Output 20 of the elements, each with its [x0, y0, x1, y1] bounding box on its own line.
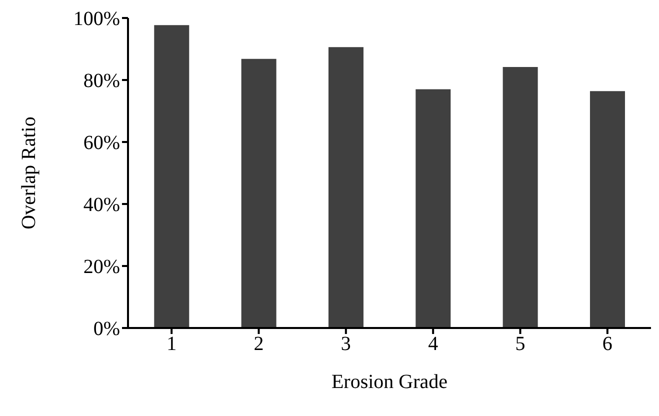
- x-axis-title: Erosion Grade: [331, 371, 448, 393]
- bar: [328, 47, 364, 328]
- bar: [502, 66, 538, 328]
- y-tick-label: 80%: [83, 70, 120, 92]
- bar: [154, 25, 190, 328]
- y-tick-label: 100%: [73, 8, 120, 30]
- y-tick-label: 40%: [83, 194, 120, 216]
- x-tick-label: 5: [515, 333, 526, 356]
- x-tick-label: 3: [340, 333, 351, 356]
- x-tick-label: 6: [602, 333, 612, 356]
- x-tick-label: 4: [428, 333, 438, 356]
- x-tick-label: 1: [166, 333, 177, 356]
- x-tick-label: 2: [254, 333, 264, 356]
- y-tick-label: 0%: [93, 318, 120, 340]
- bar: [416, 89, 451, 328]
- bar: [241, 58, 276, 328]
- y-tick-label: 60%: [83, 132, 120, 154]
- y-tick-label: 20%: [83, 256, 120, 278]
- y-axis-title: Overlap Ratio: [18, 116, 40, 230]
- bar: [590, 91, 625, 328]
